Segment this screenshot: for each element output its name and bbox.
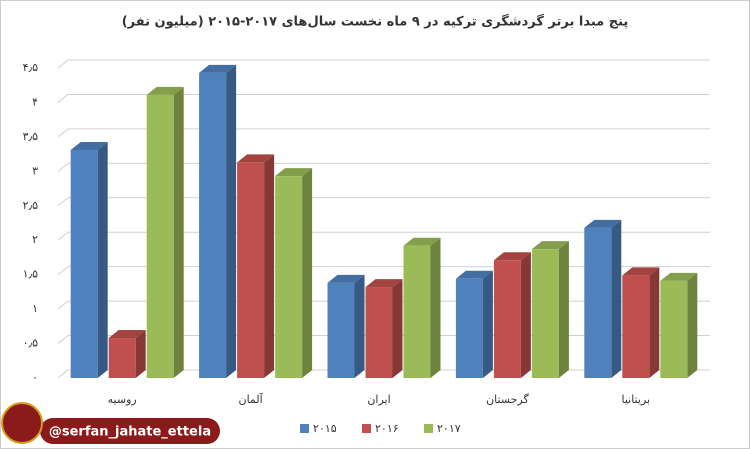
watermark-bg — [40, 418, 220, 444]
bar-side — [430, 237, 441, 378]
bar-top — [327, 274, 365, 283]
bar — [403, 237, 441, 378]
bar-side — [392, 279, 403, 378]
bar — [622, 267, 660, 378]
x-tick-label: آلمان — [238, 392, 263, 406]
legend-label: ۲۰۱۷ — [437, 422, 461, 435]
bar — [275, 168, 313, 378]
y-tick-label: ۰ — [32, 371, 38, 384]
x-tick-label: روسیه — [108, 393, 137, 406]
x-tick-label: ایران — [367, 393, 390, 406]
x-tick-label: گرجستان — [486, 393, 529, 406]
grid-line — [57, 231, 710, 241]
legend-label: ۲۰۱۶ — [375, 422, 399, 435]
bar-side — [97, 141, 108, 378]
legend-swatch — [300, 424, 309, 433]
bar-side — [482, 270, 493, 378]
grid-line — [57, 128, 710, 138]
bar-top — [455, 270, 493, 279]
grid-line — [57, 93, 710, 103]
bar-front — [493, 260, 521, 378]
bar-side — [520, 252, 531, 378]
grid-line — [57, 197, 710, 207]
bar-side — [135, 330, 146, 378]
bar-side — [173, 86, 184, 378]
bar-front — [237, 162, 265, 378]
legend-label: ۲۰۱۵ — [313, 422, 337, 435]
bar — [327, 274, 365, 378]
y-tick-label: ۴ — [32, 95, 38, 108]
logo — [1, 402, 43, 444]
chart-title: پنج مبدا برتر گردشگری ترکیه در ۹ ماه نخس… — [122, 14, 629, 30]
bar-side — [302, 168, 313, 378]
bar — [531, 241, 569, 378]
bar — [660, 272, 698, 378]
bar-top — [275, 168, 313, 177]
bar — [493, 252, 531, 378]
bar-top — [403, 237, 441, 246]
y-tick-label: ۰٫۵ — [23, 337, 38, 350]
bar-top — [622, 267, 660, 276]
legend-swatch — [362, 424, 371, 433]
bar-front — [622, 275, 650, 378]
bar — [146, 86, 184, 378]
bar-front — [108, 338, 136, 378]
bar-front — [365, 287, 393, 378]
bar-side — [611, 219, 622, 378]
legend-swatch — [424, 424, 433, 433]
y-tick-label: ۴٫۵ — [23, 61, 38, 74]
bar-front — [531, 249, 559, 378]
grid-line — [57, 59, 710, 69]
bar — [584, 219, 622, 378]
bar-front — [199, 72, 227, 379]
bar-side — [226, 64, 237, 379]
bar-front — [70, 149, 98, 378]
y-tick-label: ۱٫۵ — [23, 268, 38, 281]
bar-top — [660, 272, 698, 281]
bar-side — [649, 267, 660, 378]
bar-front — [584, 227, 612, 378]
bar-front — [327, 282, 355, 378]
bar-front — [660, 280, 688, 378]
bar-front — [403, 245, 431, 378]
bar — [237, 154, 275, 378]
watermark: @serfan_jahate_ettela — [49, 425, 211, 440]
y-tick-label: ۲٫۵ — [23, 199, 38, 212]
bar-top — [584, 219, 622, 228]
y-tick-label: ۱ — [32, 302, 38, 315]
x-tick-label: بریتانیا — [621, 393, 650, 406]
bar-top — [70, 141, 108, 150]
bar-top — [365, 279, 403, 288]
bar — [108, 330, 146, 378]
bar-front — [275, 176, 303, 378]
bar-side — [558, 241, 569, 378]
bar — [199, 64, 237, 379]
bar-side — [687, 272, 698, 378]
bar-front — [146, 94, 174, 378]
y-tick-label: ۲ — [32, 233, 38, 246]
bar-top — [108, 330, 146, 339]
bar-top — [237, 154, 275, 163]
bar-top — [493, 252, 531, 261]
bar-top — [199, 64, 237, 73]
bar-front — [455, 278, 483, 378]
bar-side — [264, 154, 275, 378]
grid-line — [57, 162, 710, 172]
y-tick-label: ۳ — [32, 164, 38, 177]
bar-side — [354, 274, 365, 378]
bar — [455, 270, 493, 378]
bar-top — [146, 86, 184, 95]
bar — [365, 279, 403, 378]
bar — [70, 141, 108, 378]
bar-top — [531, 241, 569, 250]
y-tick-label: ۳٫۵ — [23, 130, 38, 143]
